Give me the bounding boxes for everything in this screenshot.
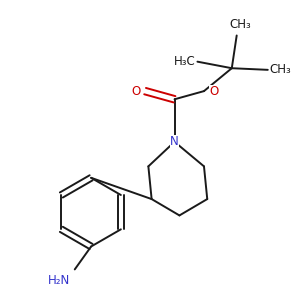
- Text: O: O: [209, 85, 218, 98]
- Text: H₃C: H₃C: [174, 55, 196, 68]
- Text: O: O: [131, 85, 140, 98]
- Text: CH₃: CH₃: [229, 18, 251, 31]
- Text: CH₃: CH₃: [269, 63, 291, 76]
- Text: N: N: [170, 135, 179, 148]
- Text: H₂N: H₂N: [48, 274, 70, 287]
